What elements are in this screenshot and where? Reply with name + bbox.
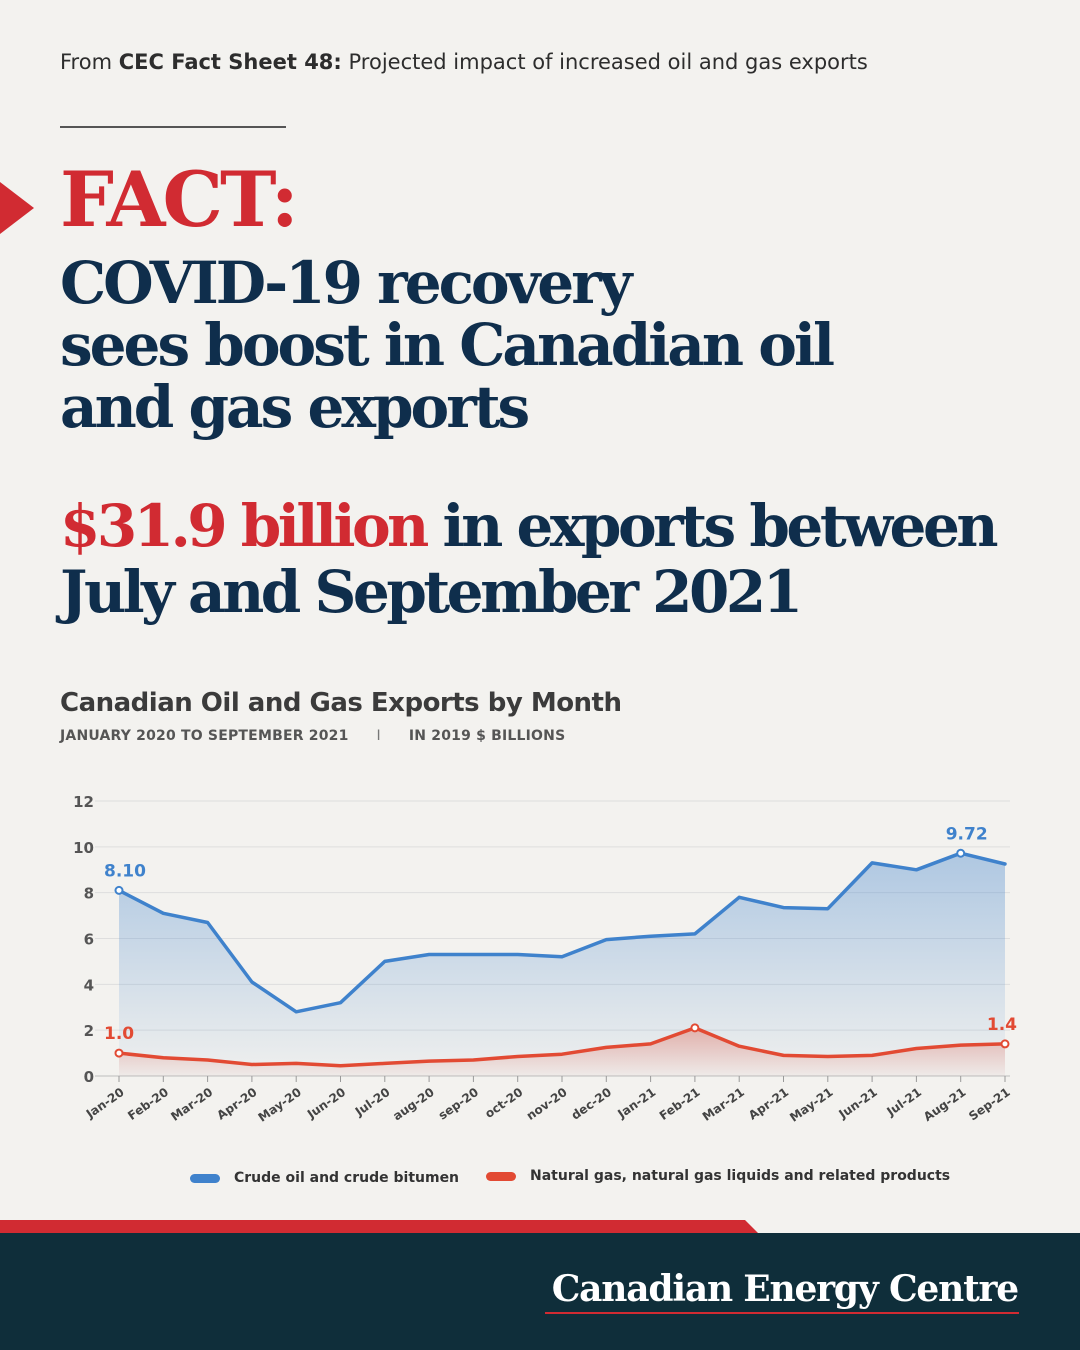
legend-item-gas: Natural gas, natural gas liquids and rel…: [486, 1168, 950, 1184]
series-areas: [119, 853, 1005, 1076]
footer-accent-bar: [0, 1220, 745, 1234]
x-tick-label: Mar-20: [168, 1085, 215, 1124]
data-label-gas: 1.0: [104, 1024, 134, 1044]
legend-label-crude: Crude oil and crude bitumen: [234, 1170, 460, 1186]
x-tick-label: aug-20: [390, 1085, 436, 1123]
x-tick-label: May-21: [787, 1085, 835, 1125]
footer: [0, 1233, 1080, 1350]
point-gas: [114, 1048, 124, 1058]
area-crude: [119, 853, 1005, 1076]
x-tick-label: Jul-20: [352, 1085, 393, 1119]
legend-label-gas: Natural gas, natural gas liquids and rel…: [530, 1168, 951, 1184]
headline: COVID-19 recovery sees boost in Canadian…: [60, 252, 1040, 438]
x-tick-label: Aug-21: [921, 1085, 968, 1124]
headline-line: sees boost in Canadian oil: [60, 311, 835, 379]
legend-swatch-gas: [486, 1171, 516, 1181]
x-tick-label: Jun-21: [836, 1085, 880, 1122]
x-tick-label: Mar-21: [700, 1085, 747, 1124]
source-line: From CEC Fact Sheet 48: Projected impact…: [60, 50, 868, 74]
x-tick-label: Feb-20: [125, 1085, 171, 1123]
data-label-gas: 1.4: [987, 1015, 1017, 1035]
chart-subtitle-date-range: JANUARY 2020 TO SEPTEMBER 2021: [60, 728, 349, 744]
x-tick-label: May-20: [256, 1085, 304, 1125]
headline-line: and gas exports: [60, 373, 530, 441]
brand-underline: [545, 1312, 1019, 1314]
x-tick-label: oct-20: [482, 1085, 525, 1121]
footer-accent-tip: [745, 1220, 759, 1234]
stat-line1-rest: in exports between: [425, 492, 999, 560]
headline-line: COVID-19 recovery: [60, 249, 632, 317]
chart-subtitle: JANUARY 2020 TO SEPTEMBER 2021 I IN 2019 $…: [60, 728, 565, 744]
series-lines: [114, 848, 1010, 1068]
source-description: Projected impact of increased oil and ga…: [341, 50, 868, 74]
x-tick-label: dec-20: [569, 1085, 614, 1123]
line-gas: [117, 1026, 1007, 1068]
divider: [60, 126, 286, 128]
x-tick-label: sep-20: [436, 1085, 481, 1123]
legend-swatch-crude: [190, 1173, 220, 1183]
y-axis-ticks: 0 2 4 6 8 10 12: [73, 793, 94, 1086]
chart-title: Canadian Oil and Gas Exports by Month: [60, 688, 622, 718]
line-crude: [117, 851, 1007, 1014]
data-label-crude: 8.10: [104, 861, 146, 881]
stat-amount: $31.9 billion: [60, 492, 429, 560]
x-tick-label: Feb-21: [657, 1085, 703, 1123]
area-gas: [119, 1027, 1005, 1076]
stat-line2: July and September 2021: [60, 558, 803, 626]
point-gas: [1000, 1039, 1010, 1049]
x-tick-label: nov-20: [524, 1085, 570, 1123]
x-tick-label: Apr-21: [746, 1085, 791, 1123]
y-tick-label: 2: [84, 1022, 94, 1040]
export-stat: $31.9 billion in exports between July an…: [60, 493, 1060, 625]
x-tick-label: Sep-21: [966, 1085, 1013, 1123]
y-tick-label: 0: [84, 1068, 94, 1086]
x-tick-label: Jan-21: [614, 1085, 658, 1122]
point-crude: [114, 885, 124, 895]
y-tick-label: 6: [84, 931, 94, 949]
x-tick-label: Apr-20: [214, 1085, 259, 1123]
source-name: CEC Fact Sheet 48:: [118, 50, 342, 74]
data-labels: 8.10 9.72 1.0 1.4: [104, 824, 1017, 1044]
stat-line: $31.9 billion in exports between: [60, 493, 1060, 559]
y-tick-label: 10: [73, 839, 94, 857]
x-tick-label: Jun-20: [304, 1085, 348, 1122]
y-tick-label: 4: [84, 976, 94, 994]
point-crude: [956, 848, 966, 858]
source-prefix: From: [60, 50, 119, 74]
chart-subtitle-separator: I: [376, 728, 381, 744]
x-tick-label: Jul-21: [883, 1085, 924, 1119]
y-tick-label: 8: [84, 885, 94, 903]
red-arrow-icon: [0, 182, 34, 234]
fact-label: FACT:: [60, 155, 299, 244]
chart-subtitle-units: IN 2019 $ BILLIONS: [408, 728, 566, 744]
data-label-crude: 9.72: [946, 824, 988, 844]
point-gas: [690, 1023, 700, 1033]
x-tick-label: Jan-20: [83, 1085, 127, 1122]
brand-logo: Canadian Energy Centre: [551, 1268, 1020, 1310]
legend-item-crude: Crude oil and crude bitumen: [190, 1170, 459, 1186]
y-tick-label: 12: [73, 793, 94, 811]
